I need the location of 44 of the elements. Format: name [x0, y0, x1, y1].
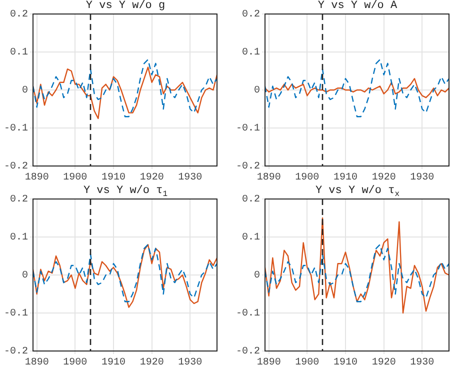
y-tick-label: 0: [254, 86, 260, 97]
x-tick-label: 1890: [24, 172, 49, 184]
x-tick-label: 1890: [256, 172, 281, 184]
y-tick-label: -0.2: [4, 162, 28, 173]
x-tick-label: 1900: [63, 358, 88, 369]
x-tick-label: 1910: [101, 358, 126, 369]
x-tick-label: 1930: [178, 358, 202, 369]
y-tick-label: 0.2: [242, 10, 260, 21]
y-tick-label: 0: [22, 270, 28, 282]
y-tick-label: -0.2: [236, 346, 260, 358]
y-tick-label: 0: [254, 270, 260, 282]
chart-title: Y vs Y w/o g: [86, 0, 166, 12]
x-tick-label: 1910: [101, 172, 126, 184]
y-tick-label: 0: [22, 86, 28, 97]
x-tick-label: 1920: [372, 172, 396, 184]
y-tick-label: 0.1: [10, 232, 28, 244]
y-tick-label: 0.2: [10, 194, 28, 206]
chart-title: Y vs Y w/o A: [318, 0, 398, 12]
y-tick-label: -0.1: [236, 124, 260, 135]
x-tick-label: 1920: [140, 172, 164, 184]
x-tick-label: 1910: [333, 172, 358, 184]
y-tick-label: 0.2: [242, 194, 260, 206]
x-tick-label: 1890: [256, 358, 281, 369]
y-tick-label: 0.1: [242, 232, 260, 244]
x-tick-label: 1920: [372, 358, 396, 369]
x-tick-label: 1920: [140, 358, 164, 369]
x-tick-label: 1900: [295, 172, 320, 184]
y-tick-label: -0.1: [236, 308, 260, 320]
x-tick-label: 1930: [410, 172, 434, 184]
y-tick-label: 0.2: [10, 10, 28, 21]
y-tick-label: -0.2: [4, 346, 28, 358]
y-tick-label: -0.2: [236, 162, 260, 173]
x-tick-label: 1900: [63, 172, 88, 184]
x-tick-label: 1900: [295, 358, 320, 369]
x-tick-label: 1930: [178, 172, 202, 184]
y-tick-label: 0.1: [10, 48, 28, 59]
x-tick-label: 1930: [410, 358, 434, 369]
chart-title: Y vs Y w/o τ$_{x}$: [315, 185, 400, 200]
y-tick-label: 0.1: [242, 48, 260, 59]
chart-title: Y vs Y w/o τ$_{1}$: [83, 185, 168, 200]
y-tick-label: -0.1: [4, 308, 28, 320]
y-tick-label: -0.1: [4, 124, 28, 135]
x-tick-label: 1910: [333, 358, 358, 369]
x-tick-label: 1890: [24, 358, 49, 369]
